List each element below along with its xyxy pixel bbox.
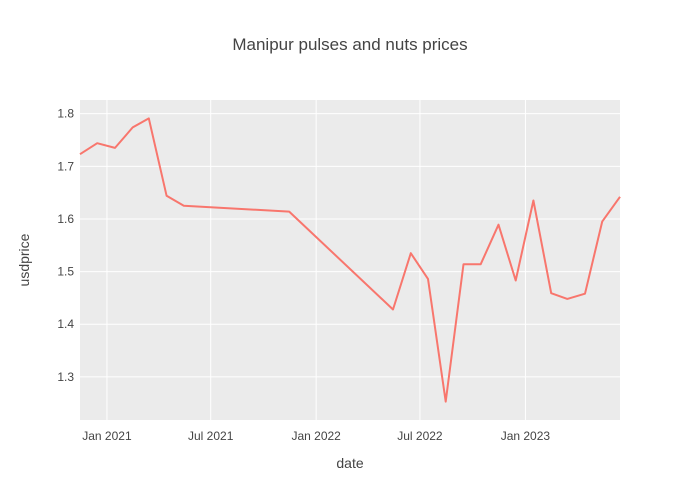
plot-area [80, 100, 620, 420]
y-tick-label: 1.6 [57, 212, 74, 226]
y-gridlines [80, 113, 620, 378]
chart-title: Manipur pulses and nuts prices [232, 35, 467, 54]
y-tick-label: 1.4 [57, 317, 74, 331]
y-tick-label: 1.3 [57, 370, 74, 384]
y-tick-label: 1.8 [57, 107, 74, 121]
x-tick-label: Jul 2021 [188, 429, 234, 443]
x-tick-label: Jan 2021 [82, 429, 132, 443]
x-gridlines [106, 100, 526, 420]
y-axis-tick-labels: 1.3 1.4 1.5 1.6 1.7 1.8 [57, 107, 74, 384]
x-tick-label: Jul 2022 [397, 429, 443, 443]
price-series-line [79, 117, 621, 403]
x-axis-tick-labels: Jan 2021 Jul 2021 Jan 2022 Jul 2022 Jan 2023 [82, 429, 550, 443]
y-tick-label: 1.5 [57, 265, 74, 279]
y-tick-label: 1.7 [57, 159, 74, 173]
x-axis-title: date [336, 455, 363, 471]
x-tick-label: Jan 2022 [291, 429, 341, 443]
y-axis-title: usdprice [16, 233, 32, 286]
x-tick-label: Jan 2023 [501, 429, 551, 443]
